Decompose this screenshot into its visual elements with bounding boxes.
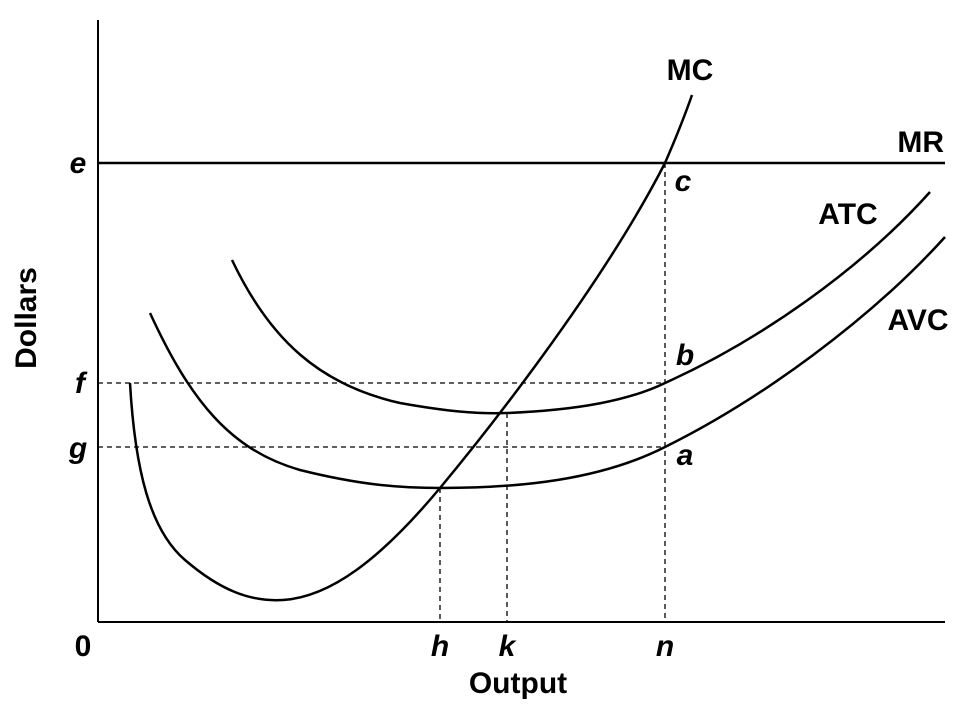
mc-curve [128,94,694,602]
x-axis-label: Output [469,667,567,700]
point-label: a [677,439,694,472]
price-label: e [70,147,87,180]
curve-label: MR [897,126,944,159]
y-axis-label: Dollars [10,267,43,369]
point-label: c [675,165,692,198]
quantity-label: h [431,630,449,663]
price-label: f [75,367,88,400]
avc-curve [148,236,946,490]
price-label: g [68,432,87,465]
curve-label: ATC [818,198,877,231]
point-label: b [676,339,694,372]
curve-label: MC [667,54,714,87]
atc-curve [230,191,931,415]
origin-label: 0 [75,630,92,663]
quantity-label: k [499,630,517,663]
curve-label: AVC [887,304,948,337]
quantity-label: n [656,630,674,663]
